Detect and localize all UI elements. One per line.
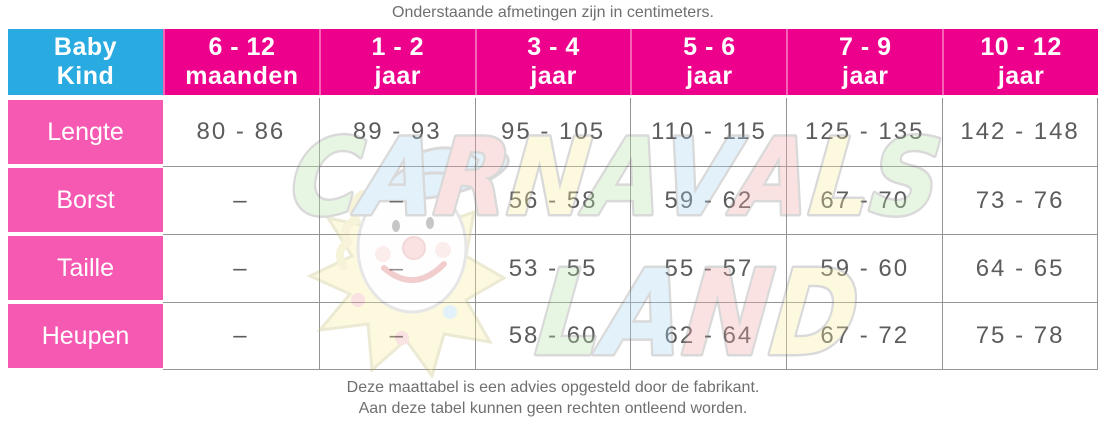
footer-note-line1: Deze maattabel is een advies opgesteld d… xyxy=(346,379,760,396)
footer-notes: Deze maattabel is een advies opgesteld d… xyxy=(0,377,1106,419)
cell-borst-7-9-jaar: 67 - 70 xyxy=(786,166,943,234)
column-header-line1: 1 - 2 xyxy=(371,33,424,62)
cell-borst-10-12-jaar: 73 - 76 xyxy=(942,166,1098,234)
cell-lengte-7-9-jaar: 125 - 135 xyxy=(786,98,942,166)
cell-heupen-10-12-jaar: 75 - 78 xyxy=(942,302,1098,370)
row-label-text: Taille xyxy=(8,236,163,300)
cell-borst-1-2-jaar: – xyxy=(318,166,475,234)
cell-taille-6-12-maanden: – xyxy=(163,234,319,302)
cell-lengte-3-4-jaar: 95 - 105 xyxy=(474,98,631,166)
column-header-line2: jaar xyxy=(374,62,421,90)
cell-borst-3-4-jaar: 56 - 58 xyxy=(474,166,631,234)
row-label-heupen: Heupen xyxy=(8,302,163,370)
column-header-7-9-jaar: 7 - 9 jaar xyxy=(786,29,943,95)
row-label-text: Heupen xyxy=(8,304,163,368)
cell-lengte-6-12-maanden: 80 - 86 xyxy=(196,118,286,145)
column-header-3-4-jaar: 3 - 4 jaar xyxy=(474,29,631,95)
cell-borst-5-6-jaar: 59 - 62 xyxy=(630,166,787,234)
row-label-taille: Taille xyxy=(8,234,163,302)
cell-taille-5-6-jaar: 55 - 57 xyxy=(630,234,787,302)
column-header-5-6-jaar: 5 - 6 jaar xyxy=(630,29,787,95)
cell-lengte-1-2-jaar: 89 - 93 xyxy=(318,98,475,166)
row-label-text: Borst xyxy=(8,168,163,232)
column-header-1-2-jaar: 1 - 2 jaar xyxy=(318,29,475,95)
cell-borst-6-12-maanden: – xyxy=(163,166,319,234)
cell-lengte-10-12-jaar: 142 - 148 xyxy=(942,98,1098,166)
row-label-text: Lengte xyxy=(8,100,163,164)
footer-note-line2: Aan deze tabel kunnen geen rechten ontle… xyxy=(358,400,748,417)
column-header-line1: 3 - 4 xyxy=(527,33,580,62)
table-header-row: Baby Kind 6 - 12 maanden 1 - 2 jaar 3 - … xyxy=(8,29,1098,95)
top-caption: Onderstaande afmetingen zijn in centimet… xyxy=(392,4,714,21)
row-label-borst: Borst xyxy=(8,166,163,234)
corner-header-line1: Baby xyxy=(53,33,118,62)
cell-heupen-3-4-jaar: 58 - 60 xyxy=(474,302,631,370)
column-header-line1: 6 - 12 xyxy=(208,33,276,62)
cell-taille-1-2-jaar: – xyxy=(318,234,475,302)
column-header-line2: jaar xyxy=(530,62,577,90)
column-header-line2: maanden xyxy=(185,62,299,90)
size-table: Baby Kind 6 - 12 maanden 1 - 2 jaar 3 - … xyxy=(8,29,1098,370)
corner-header-baby-kind: Baby Kind xyxy=(8,29,163,95)
cell-heupen-7-9-jaar: 67 - 72 xyxy=(786,302,943,370)
row-label-lengte: Lengte xyxy=(8,98,163,166)
table-body: Lengte 80 - 86 89 - 93 95 - 105 110 - 11… xyxy=(8,98,1098,370)
cell-heupen-6-12-maanden: – xyxy=(163,302,319,370)
column-header-line2: jaar xyxy=(997,62,1045,90)
column-header-line2: jaar xyxy=(842,62,889,90)
column-header-line2: jaar xyxy=(686,62,733,90)
column-header-10-12-jaar: 10 - 12 jaar xyxy=(942,29,1098,95)
column-header-line1: 5 - 6 xyxy=(683,33,736,62)
cell-lengte-5-6-jaar: 110 - 115 xyxy=(630,98,786,166)
cell-taille-3-4-jaar: 53 - 55 xyxy=(474,234,631,302)
corner-header-line2: Kind xyxy=(56,62,115,90)
cell-taille-10-12-jaar: 64 - 65 xyxy=(942,234,1098,302)
cell-heupen-5-6-jaar: 62 - 64 xyxy=(630,302,787,370)
cell-heupen-1-2-jaar: – xyxy=(318,302,475,370)
cell-taille-7-9-jaar: 59 - 60 xyxy=(786,234,943,302)
column-header-line1: 7 - 9 xyxy=(838,33,892,62)
column-header-line1: 10 - 12 xyxy=(980,33,1062,62)
column-header-6-12-maanden: 6 - 12 maanden xyxy=(163,29,319,95)
